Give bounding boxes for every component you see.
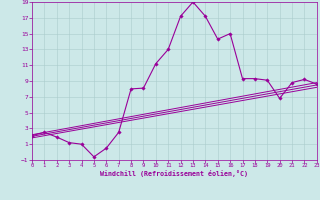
X-axis label: Windchill (Refroidissement éolien,°C): Windchill (Refroidissement éolien,°C) <box>100 170 248 177</box>
